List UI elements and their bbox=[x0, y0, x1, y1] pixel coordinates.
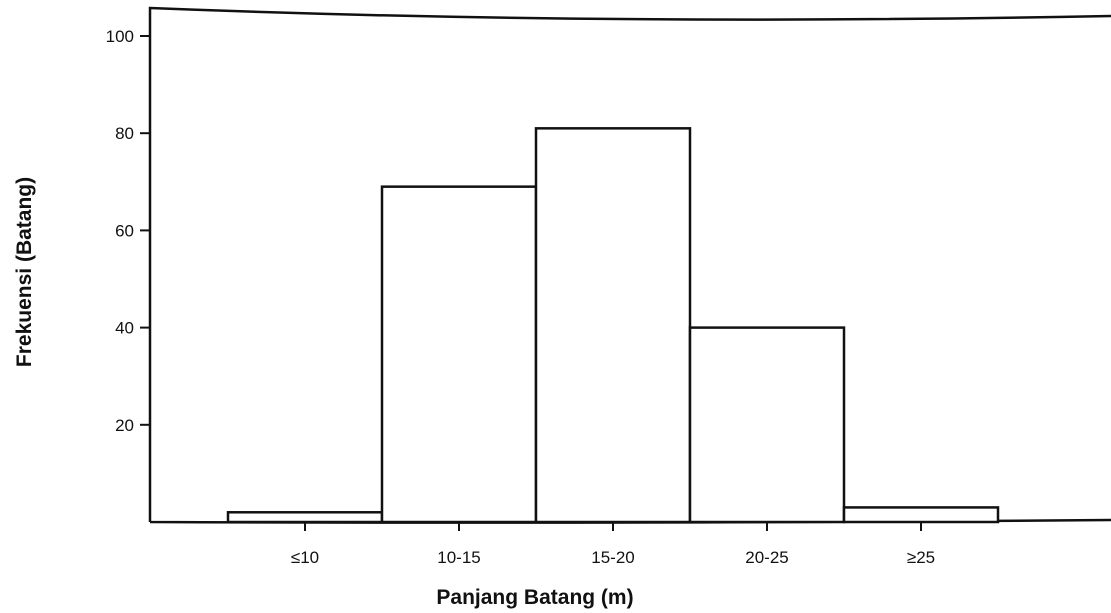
y-tick-label: 100 bbox=[106, 27, 134, 46]
bar-3 bbox=[534, 127, 692, 524]
bars bbox=[226, 127, 1000, 524]
y-axis-title: Frekuensi (Batang) bbox=[13, 177, 36, 367]
x-axis-title: Panjang Batang (m) bbox=[436, 586, 633, 609]
bar-4 bbox=[688, 326, 846, 524]
x-tick-label: ≤10 bbox=[291, 548, 319, 567]
y-tick-label: 40 bbox=[115, 319, 134, 338]
bar-1 bbox=[226, 511, 384, 524]
x-tick-label: 15-20 bbox=[591, 548, 634, 567]
y-tick-label: 60 bbox=[115, 221, 134, 240]
x-tick-label: 20-25 bbox=[745, 548, 788, 567]
x-tick-label: 10-15 bbox=[437, 548, 480, 567]
bar-5 bbox=[842, 506, 1000, 524]
y-tick-label: 20 bbox=[115, 416, 134, 435]
y-axis-ticks: 20 40 60 80 100 bbox=[106, 27, 150, 435]
y-tick-label: 80 bbox=[115, 124, 134, 143]
x-tick-label: ≥25 bbox=[907, 548, 935, 567]
bar-2 bbox=[380, 185, 538, 524]
x-axis-ticks: ≤10 10-15 15-20 20-25 ≥25 bbox=[291, 522, 935, 567]
